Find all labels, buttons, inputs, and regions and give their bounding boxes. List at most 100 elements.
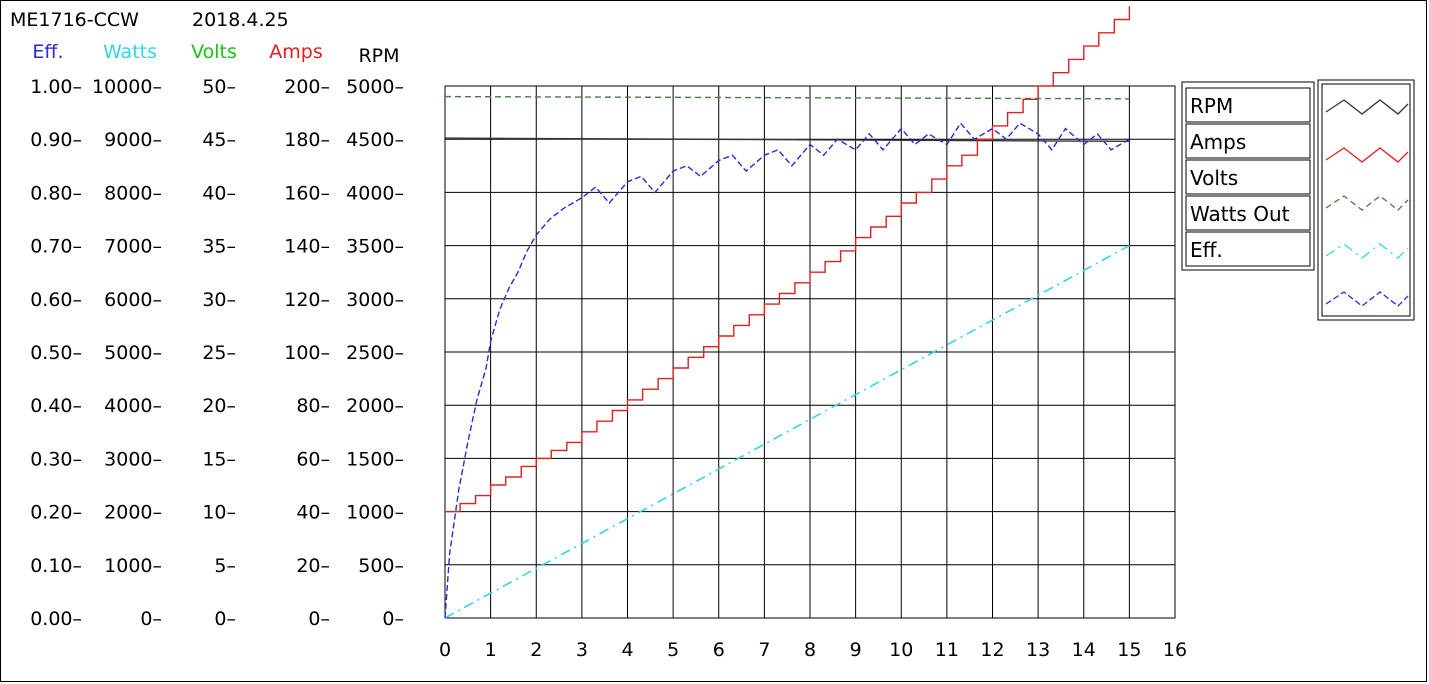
legend-entry-label: Eff. [1190,238,1223,262]
y-tick-label: 20– [296,555,330,577]
y-tick-label: 3000– [104,448,162,470]
y-tick-label: 3500– [346,236,404,258]
series-layer [444,6,1131,619]
x-tick-label: 16 [1163,639,1187,661]
y-tick-label: 0– [308,608,330,630]
legend-entry-label: RPM [1190,94,1233,118]
y-tick-label: 4500– [346,129,404,151]
y-tick-label: 15– [202,448,236,470]
legend-entry-cell [1185,231,1311,267]
x-tick-label: 8 [804,639,816,661]
y-tick-label: 1.00– [30,76,82,98]
legend-sample-line [1325,147,1409,163]
legend-sample-inner [1321,83,1411,317]
legend-sample-line [1325,291,1409,307]
y-tick-label: 0.40– [30,395,82,417]
axis-name-eff: Eff. [32,41,63,63]
y-tick-label: 10– [202,502,236,524]
legend-entry-cell [1185,195,1311,231]
y-tick-label: 4000– [104,395,162,417]
y-tick-label: 0.10– [30,555,82,577]
y-tick-label: 0.50– [30,342,82,364]
y-tick-label: 0.60– [30,289,82,311]
legend-entry-label: Volts [1190,166,1238,190]
y-axis-tick-labels: 0.00– 0.10– 0.20– 0.30– 0.40– 0.50– 0.60– 0.70–… [30,76,404,630]
series-line-amps [445,6,1131,513]
axis-name-rpm: RPM [358,45,399,67]
x-tick-label: 6 [713,639,725,661]
x-tick-label: 13 [1026,639,1050,661]
x-tick-label: 5 [667,639,679,661]
y-tick-label: 140– [284,236,330,258]
y-tick-label: 2000– [104,502,162,524]
y-tick-label: 45– [202,129,236,151]
x-tick-label: 10 [889,639,913,661]
y-tick-label: 500– [358,555,404,577]
axis-name-amps: Amps [269,41,322,63]
x-tick-label: 14 [1072,639,1096,661]
y-tick-label: 1000– [346,502,404,524]
y-tick-label: 0– [140,608,162,630]
legend-sample-line [1325,195,1409,211]
legend-entry-cell [1185,87,1311,123]
y-tick-label: 9000– [104,129,162,151]
y-tick-label: 1500– [346,448,404,470]
y-tick-label: 0.20– [30,502,82,524]
series-line-eff [444,122,1130,619]
legend-entry-label: Amps [1190,130,1246,154]
y-tick-label: 0.00– [30,608,82,630]
y-tick-label: 5000– [346,76,404,98]
y-tick-label: 180– [284,129,330,151]
y-tick-label: 60– [296,448,330,470]
x-tick-label: 15 [1117,639,1141,661]
y-tick-label: 2500– [346,342,404,364]
legend-entry-label: Watts Out [1190,202,1290,226]
legend: RPM Amps Volts Watts Out Eff. [1181,79,1415,321]
y-tick-label: 40– [296,502,330,524]
y-tick-label: 6000– [104,289,162,311]
y-tick-label: 20– [202,395,236,417]
y-tick-label: 0.90– [30,129,82,151]
legend-entry-cell [1185,123,1311,159]
y-tick-label: 2000– [346,395,404,417]
y-tick-label: 4000– [346,182,404,204]
y-tick-label: 0– [382,608,404,630]
x-tick-label: 4 [621,639,633,661]
x-tick-label: 11 [935,639,959,661]
x-tick-label: 2 [530,639,542,661]
y-tick-label: 0.30– [30,448,82,470]
y-tick-label: 0.70– [30,236,82,258]
x-tick-label: 1 [485,639,497,661]
y-tick-label: 80– [296,395,330,417]
plot-area [444,85,1176,619]
y-tick-label: 200– [284,76,330,98]
y-tick-label: 10000– [92,76,162,98]
y-tick-label: 100– [284,342,330,364]
y-tick-label: 8000– [104,182,162,204]
x-tick-label: 12 [980,639,1004,661]
x-tick-label: 9 [850,639,862,661]
legend-sample-line [1325,99,1409,115]
y-tick-label: 35– [202,236,236,258]
x-axis-tick-labels: 0 1 2 3 4 5 6 7 8 9 10 11 12 13 14 15 16 [439,639,1187,661]
legend-sample-line [1325,243,1409,259]
x-tick-label: 0 [439,639,451,661]
series-line-rpm [444,137,1130,142]
chart-date: 2018.4.25 [192,9,289,31]
legend-entry-cell [1185,159,1311,195]
y-tick-label: 30– [202,289,236,311]
y-tick-label: 3000– [346,289,404,311]
chart-model-title: ME1716-CCW [10,9,139,31]
y-tick-label: 0– [214,608,236,630]
series-line-volts [444,95,1130,100]
axis-name-volts: Volts [191,41,237,63]
x-tick-label: 3 [576,639,588,661]
y-tick-label: 50– [202,76,236,98]
y-tick-label: 40– [202,182,236,204]
y-tick-label: 0.80– [30,182,82,204]
y-tick-label: 5– [214,555,236,577]
y-tick-label: 120– [284,289,330,311]
y-tick-label: 25– [202,342,236,364]
series-line-watts-out [444,244,1130,619]
